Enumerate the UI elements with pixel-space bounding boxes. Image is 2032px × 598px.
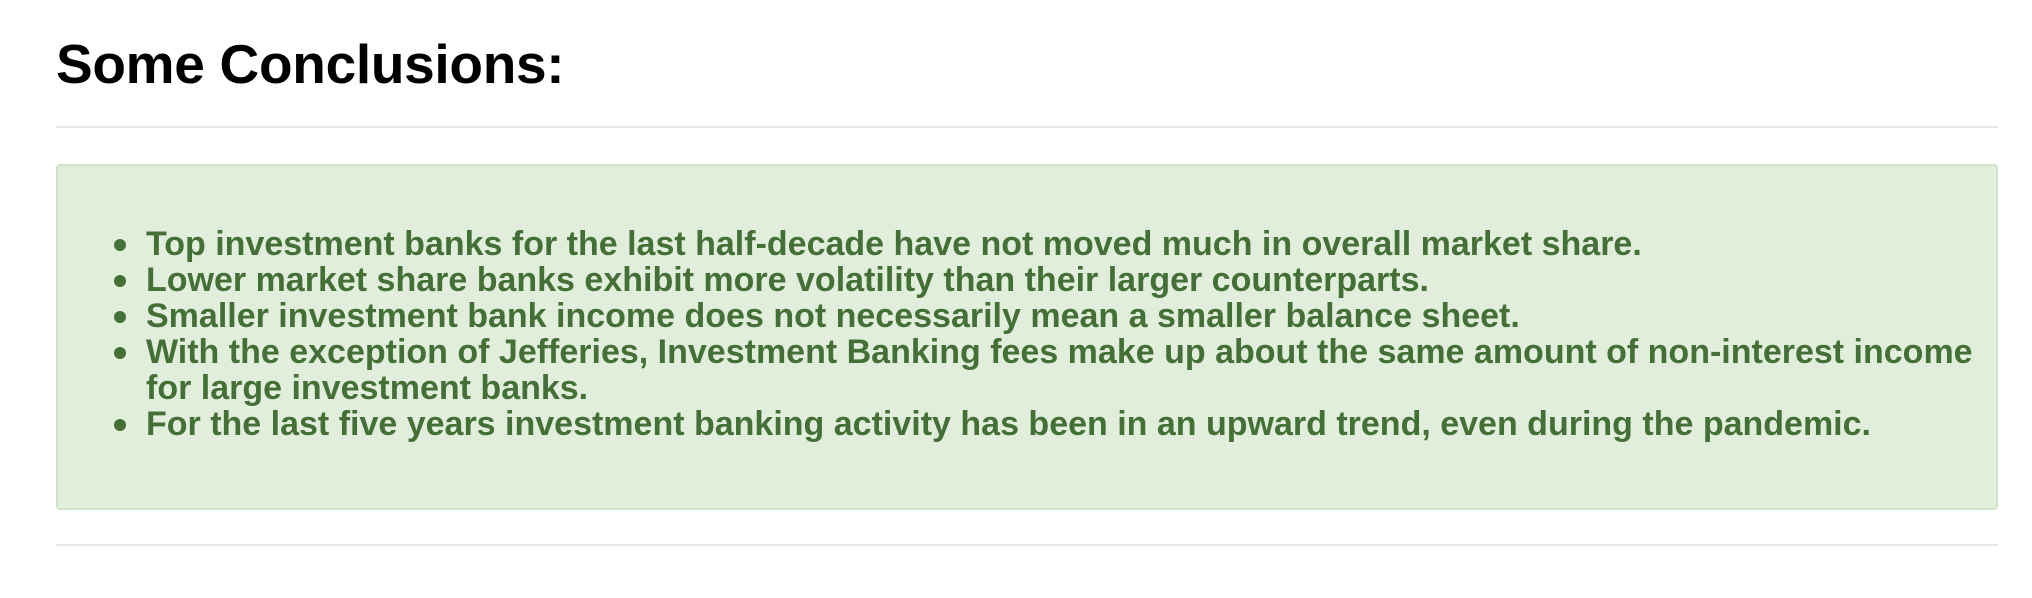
conclusion-text: Top investment banks for the last half-d…	[146, 225, 1642, 263]
conclusions-list: Top investment banks for the last half-d…	[114, 225, 1986, 443]
conclusions-alert-box: Top investment banks for the last half-d…	[56, 164, 1998, 510]
conclusion-item: Top investment banks for the last half-d…	[114, 225, 1986, 263]
bullet-icon	[114, 311, 126, 323]
conclusion-text: Smaller investment bank income does not …	[146, 297, 1520, 335]
conclusion-text: Lower market share banks exhibit more vo…	[146, 261, 1429, 299]
bullet-icon	[114, 239, 126, 251]
conclusion-item: For the last five years investment banki…	[114, 405, 1986, 443]
bullet-icon	[114, 347, 126, 359]
bottom-divider	[56, 544, 1998, 546]
top-divider	[56, 126, 1998, 128]
section-heading: Some Conclusions:	[56, 33, 565, 95]
conclusion-item: Lower market share banks exhibit more vo…	[114, 261, 1986, 299]
bullet-icon	[114, 419, 126, 431]
bullet-icon	[114, 275, 126, 287]
conclusion-text: For the last five years investment banki…	[146, 405, 1871, 443]
conclusion-item: Smaller investment bank income does not …	[114, 297, 1986, 335]
conclusion-item: With the exception of Jefferies, Investm…	[114, 333, 1986, 407]
conclusion-text: With the exception of Jefferies, Investm…	[146, 333, 1973, 407]
